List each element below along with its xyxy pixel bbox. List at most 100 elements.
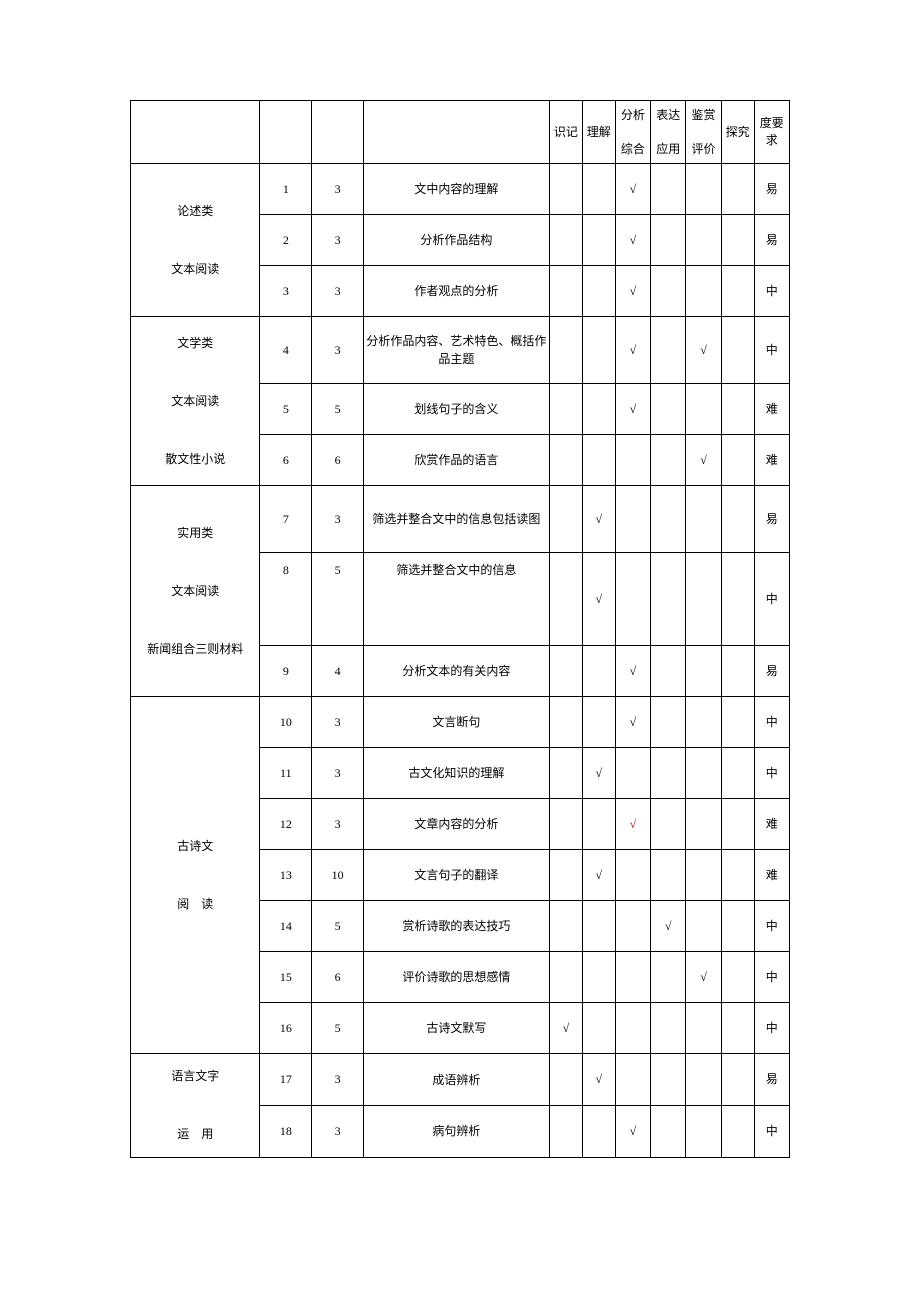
cell-check: √ [582,850,615,901]
cell-topic: 筛选并整合文中的信息 [363,553,549,646]
cell-check [582,952,615,1003]
cell-check [582,1106,615,1158]
section-line: 运 用 [177,1127,213,1141]
cell-number: 16 [260,1003,312,1054]
cell-check [686,486,721,553]
cell-check [721,1003,754,1054]
cell-check [651,748,686,799]
hdr-c5-bot: 评价 [692,142,716,156]
hdr-c5: 鉴赏 评价 [686,101,721,164]
table-row: 论述类文本阅读13文中内容的理解√易 [131,164,790,215]
cell-number: 4 [260,317,312,384]
cell-check [651,317,686,384]
cell-check: √ [615,1106,650,1158]
cell-check [721,384,754,435]
cell-check [651,215,686,266]
cell-topic: 病句辨析 [363,1106,549,1158]
cell-number: 11 [260,748,312,799]
hdr-blank-3 [312,101,364,164]
cell-check [721,486,754,553]
cell-number: 1 [260,164,312,215]
cell-points: 4 [312,646,364,697]
hdr-c6: 探究 [721,101,754,164]
cell-check [686,646,721,697]
hdr-blank-4 [363,101,549,164]
cell-topic: 文言句子的翻译 [363,850,549,901]
cell-check [721,901,754,952]
cell-difficulty: 中 [754,1106,789,1158]
cell-check [582,1003,615,1054]
cell-number: 14 [260,901,312,952]
cell-difficulty: 中 [754,553,789,646]
hdr-c7-label: 度要求 [760,116,784,147]
cell-check [549,266,582,317]
cell-topic: 古文化知识的理解 [363,748,549,799]
cell-difficulty: 中 [754,952,789,1003]
table-body: 论述类文本阅读13文中内容的理解√易23分析作品结构√易33作者观点的分析√中文… [131,164,790,1157]
cell-check [721,164,754,215]
cell-points: 3 [312,486,364,553]
cell-check [686,748,721,799]
cell-check [549,384,582,435]
cell-check [582,317,615,384]
cell-check [549,435,582,486]
cell-difficulty: 易 [754,164,789,215]
cell-check [582,697,615,748]
cell-check [686,1054,721,1106]
hdr-c5-top: 鉴赏 [692,108,716,122]
cell-points: 3 [312,748,364,799]
cell-check [549,164,582,215]
cell-check [582,901,615,952]
cell-points: 3 [312,164,364,215]
cell-check: √ [615,266,650,317]
cell-check [582,266,615,317]
cell-check [615,1003,650,1054]
cell-difficulty: 难 [754,799,789,850]
cell-difficulty: 易 [754,486,789,553]
cell-check [615,952,650,1003]
cell-topic: 古诗文默写 [363,1003,549,1054]
table-row: 文学类文本阅读散文性小说43分析作品内容、艺术特色、概括作品主题√√中 [131,317,790,384]
cell-check [582,164,615,215]
hdr-c2: 理解 [582,101,615,164]
cell-check [721,646,754,697]
cell-check [651,553,686,646]
cell-topic: 分析文本的有关内容 [363,646,549,697]
cell-check [721,553,754,646]
cell-check [582,384,615,435]
cell-number: 15 [260,952,312,1003]
table-row: 实用类文本阅读新闻组合三则材料73筛选并整合文中的信息包括读图√易 [131,486,790,553]
cell-points: 3 [312,1054,364,1106]
cell-topic: 文中内容的理解 [363,164,549,215]
cell-check [651,646,686,697]
cell-number: 10 [260,697,312,748]
cell-number: 13 [260,850,312,901]
cell-topic: 文章内容的分析 [363,799,549,850]
cell-difficulty: 易 [754,646,789,697]
cell-check [549,646,582,697]
cell-check [651,697,686,748]
cell-check: √ [615,215,650,266]
cell-check [549,901,582,952]
cell-difficulty: 中 [754,1003,789,1054]
cell-check [549,697,582,748]
cell-check [686,901,721,952]
section-line: 文本阅读 [171,584,219,598]
cell-check [651,384,686,435]
cell-topic: 划线句子的含义 [363,384,549,435]
header-row: 识记 理解 分析 综合 表达 应用 鉴赏 评价 探究 度要求 [131,101,790,164]
cell-topic: 分析作品内容、艺术特色、概括作品主题 [363,317,549,384]
cell-check [651,164,686,215]
section-cell: 古诗文阅 读 [131,697,260,1054]
cell-check [651,952,686,1003]
cell-check [721,435,754,486]
cell-check [549,952,582,1003]
section-cell: 论述类文本阅读 [131,164,260,317]
cell-points: 3 [312,317,364,384]
cell-topic: 赏析诗歌的表达技巧 [363,901,549,952]
cell-check [549,799,582,850]
cell-difficulty: 难 [754,850,789,901]
cell-topic: 欣赏作品的语言 [363,435,549,486]
section-cell: 语言文字运 用 [131,1054,260,1157]
cell-topic: 筛选并整合文中的信息包括读图 [363,486,549,553]
